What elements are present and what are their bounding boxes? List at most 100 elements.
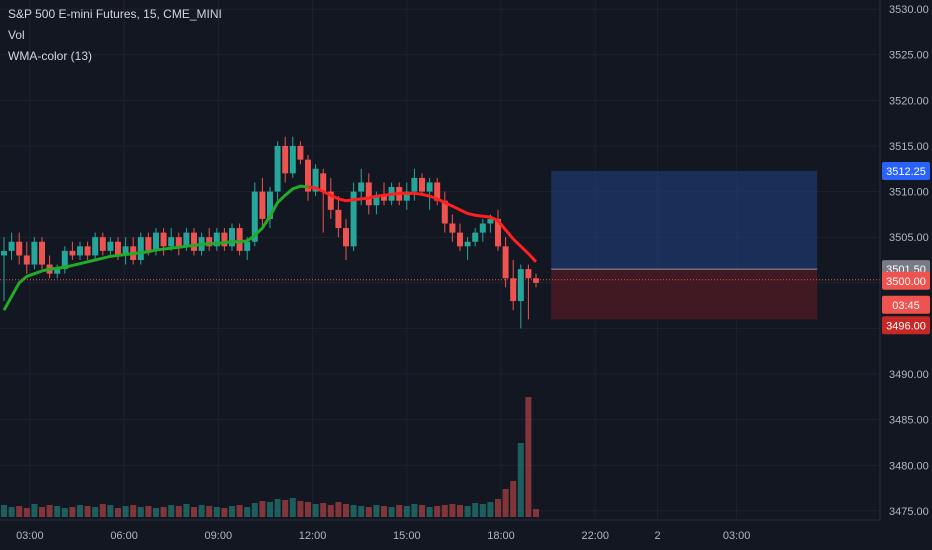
candle-body-58	[441, 200, 448, 224]
candle-body-18	[137, 237, 144, 260]
candle-body-45	[343, 228, 349, 247]
candle-body-49	[373, 196, 380, 206]
candle-body-23	[175, 237, 182, 247]
candle-body-44	[335, 209, 342, 229]
candle-body-0	[1, 250, 7, 256]
volume-bar-67	[510, 481, 517, 517]
volume-bar-43	[327, 505, 334, 517]
candle-body-43	[327, 191, 334, 210]
volume-bar-61	[464, 506, 471, 517]
candle-body-36	[274, 145, 281, 192]
candle-body-33	[251, 191, 258, 242]
candle-body-28	[213, 232, 220, 247]
candle-body-55	[419, 177, 425, 192]
volume-bar-45	[343, 504, 349, 517]
volume-bar-5	[39, 507, 45, 517]
volume-bar-52	[396, 505, 403, 517]
time-tick-label-3: 12:00	[299, 530, 327, 542]
volume-bar-64	[487, 502, 494, 517]
volume-bar-6	[46, 505, 53, 517]
candle-body-15	[115, 241, 121, 256]
candle-body-25	[191, 232, 197, 251]
volume-bar-13	[99, 504, 106, 517]
volume-bar-20	[153, 508, 159, 517]
target-zone	[551, 171, 818, 270]
candle-body-67	[510, 278, 517, 302]
volume-indicator-label[interactable]: Vol	[8, 28, 25, 42]
volume-bar-48	[365, 507, 372, 517]
volume-bar-59	[449, 504, 456, 517]
volume-bar-60	[457, 505, 463, 517]
volume-bar-42	[320, 503, 327, 517]
candle-body-16	[122, 246, 129, 256]
candle-body-46	[350, 191, 357, 247]
price-tick-label-10: 3525.00	[889, 50, 929, 62]
candle-body-12	[92, 237, 99, 256]
candle-body-61	[464, 241, 471, 247]
volume-bar-14	[107, 505, 114, 517]
time-tick-label-6: 22:00	[582, 530, 610, 542]
candle-body-42	[320, 173, 327, 192]
volume-bar-27	[206, 506, 213, 517]
volume-bar-26	[198, 505, 205, 517]
candle-body-38	[289, 145, 296, 174]
time-tick-label-5: 18:00	[487, 530, 515, 542]
volume-bar-50	[381, 506, 387, 517]
candle-body-63	[479, 223, 486, 233]
volume-bar-24	[183, 504, 190, 517]
candle-body-60	[457, 232, 463, 247]
wma-indicator-label[interactable]: WMA-color (13)	[8, 49, 93, 63]
volume-bar-2	[16, 506, 23, 517]
volume-bar-15	[115, 508, 121, 517]
stop-price-tag-label: 3496.00	[886, 320, 926, 332]
volume-bar-62	[472, 503, 479, 517]
candle-body-47	[358, 182, 365, 192]
price-tick-label-2: 3485.00	[889, 415, 929, 427]
volume-bar-63	[479, 504, 486, 517]
candle-body-64	[487, 218, 494, 224]
candle-body-35	[267, 191, 273, 219]
candle-body-57	[434, 182, 441, 201]
candle-body-53	[403, 191, 410, 201]
time-tick-label-2: 09:00	[205, 530, 233, 542]
volume-bar-3	[23, 508, 30, 517]
position-zones[interactable]	[551, 171, 818, 320]
volume-bar-34	[259, 501, 266, 517]
volume-bar-11	[84, 506, 91, 517]
candle-body-7	[54, 269, 61, 274]
time-tick-label-7: 2	[655, 530, 661, 542]
stop-zone	[551, 269, 818, 320]
time-tick-label-8: 03:00	[723, 530, 751, 542]
candle-body-9	[69, 250, 76, 256]
time-axis[interactable]: 03:00 06:00 09:00 12:00 15:00 18:00 22:00 2 03:0…	[0, 519, 880, 542]
volume-bar-54	[411, 504, 418, 517]
wma-segment-up	[2, 184, 309, 311]
candle-body-2	[16, 241, 23, 256]
candle-body-30	[229, 228, 235, 247]
volume-bar-1	[8, 507, 15, 517]
symbol-title[interactable]: S&P 500 E-mini Futures, 15, CME_MINI	[8, 7, 222, 21]
volume-bar-28	[213, 507, 220, 517]
stop-price-tag-box	[882, 316, 930, 335]
candle-body-31	[236, 228, 243, 251]
candle-body-59	[449, 223, 456, 233]
volume-bar-46	[350, 505, 357, 517]
candle-body-21	[160, 232, 167, 247]
time-tick-label-4: 15:00	[393, 530, 421, 542]
volume-bar-70	[533, 509, 539, 517]
candle-body-20	[153, 232, 159, 251]
last-price-tag-label: 3500.00	[886, 276, 926, 288]
volume-bar-41	[312, 504, 319, 517]
candle-body-13	[99, 237, 106, 251]
candle-body-10	[77, 246, 83, 256]
volume-bar-4	[31, 504, 38, 517]
volume-bar-57	[434, 506, 441, 517]
candle-body-8	[61, 250, 68, 270]
candle-body-66	[502, 246, 509, 279]
candle-body-39	[297, 145, 304, 160]
volume-bar-40	[305, 502, 311, 517]
volume-bar-33	[251, 503, 258, 517]
time-tick-label-0: 03:00	[16, 530, 44, 542]
